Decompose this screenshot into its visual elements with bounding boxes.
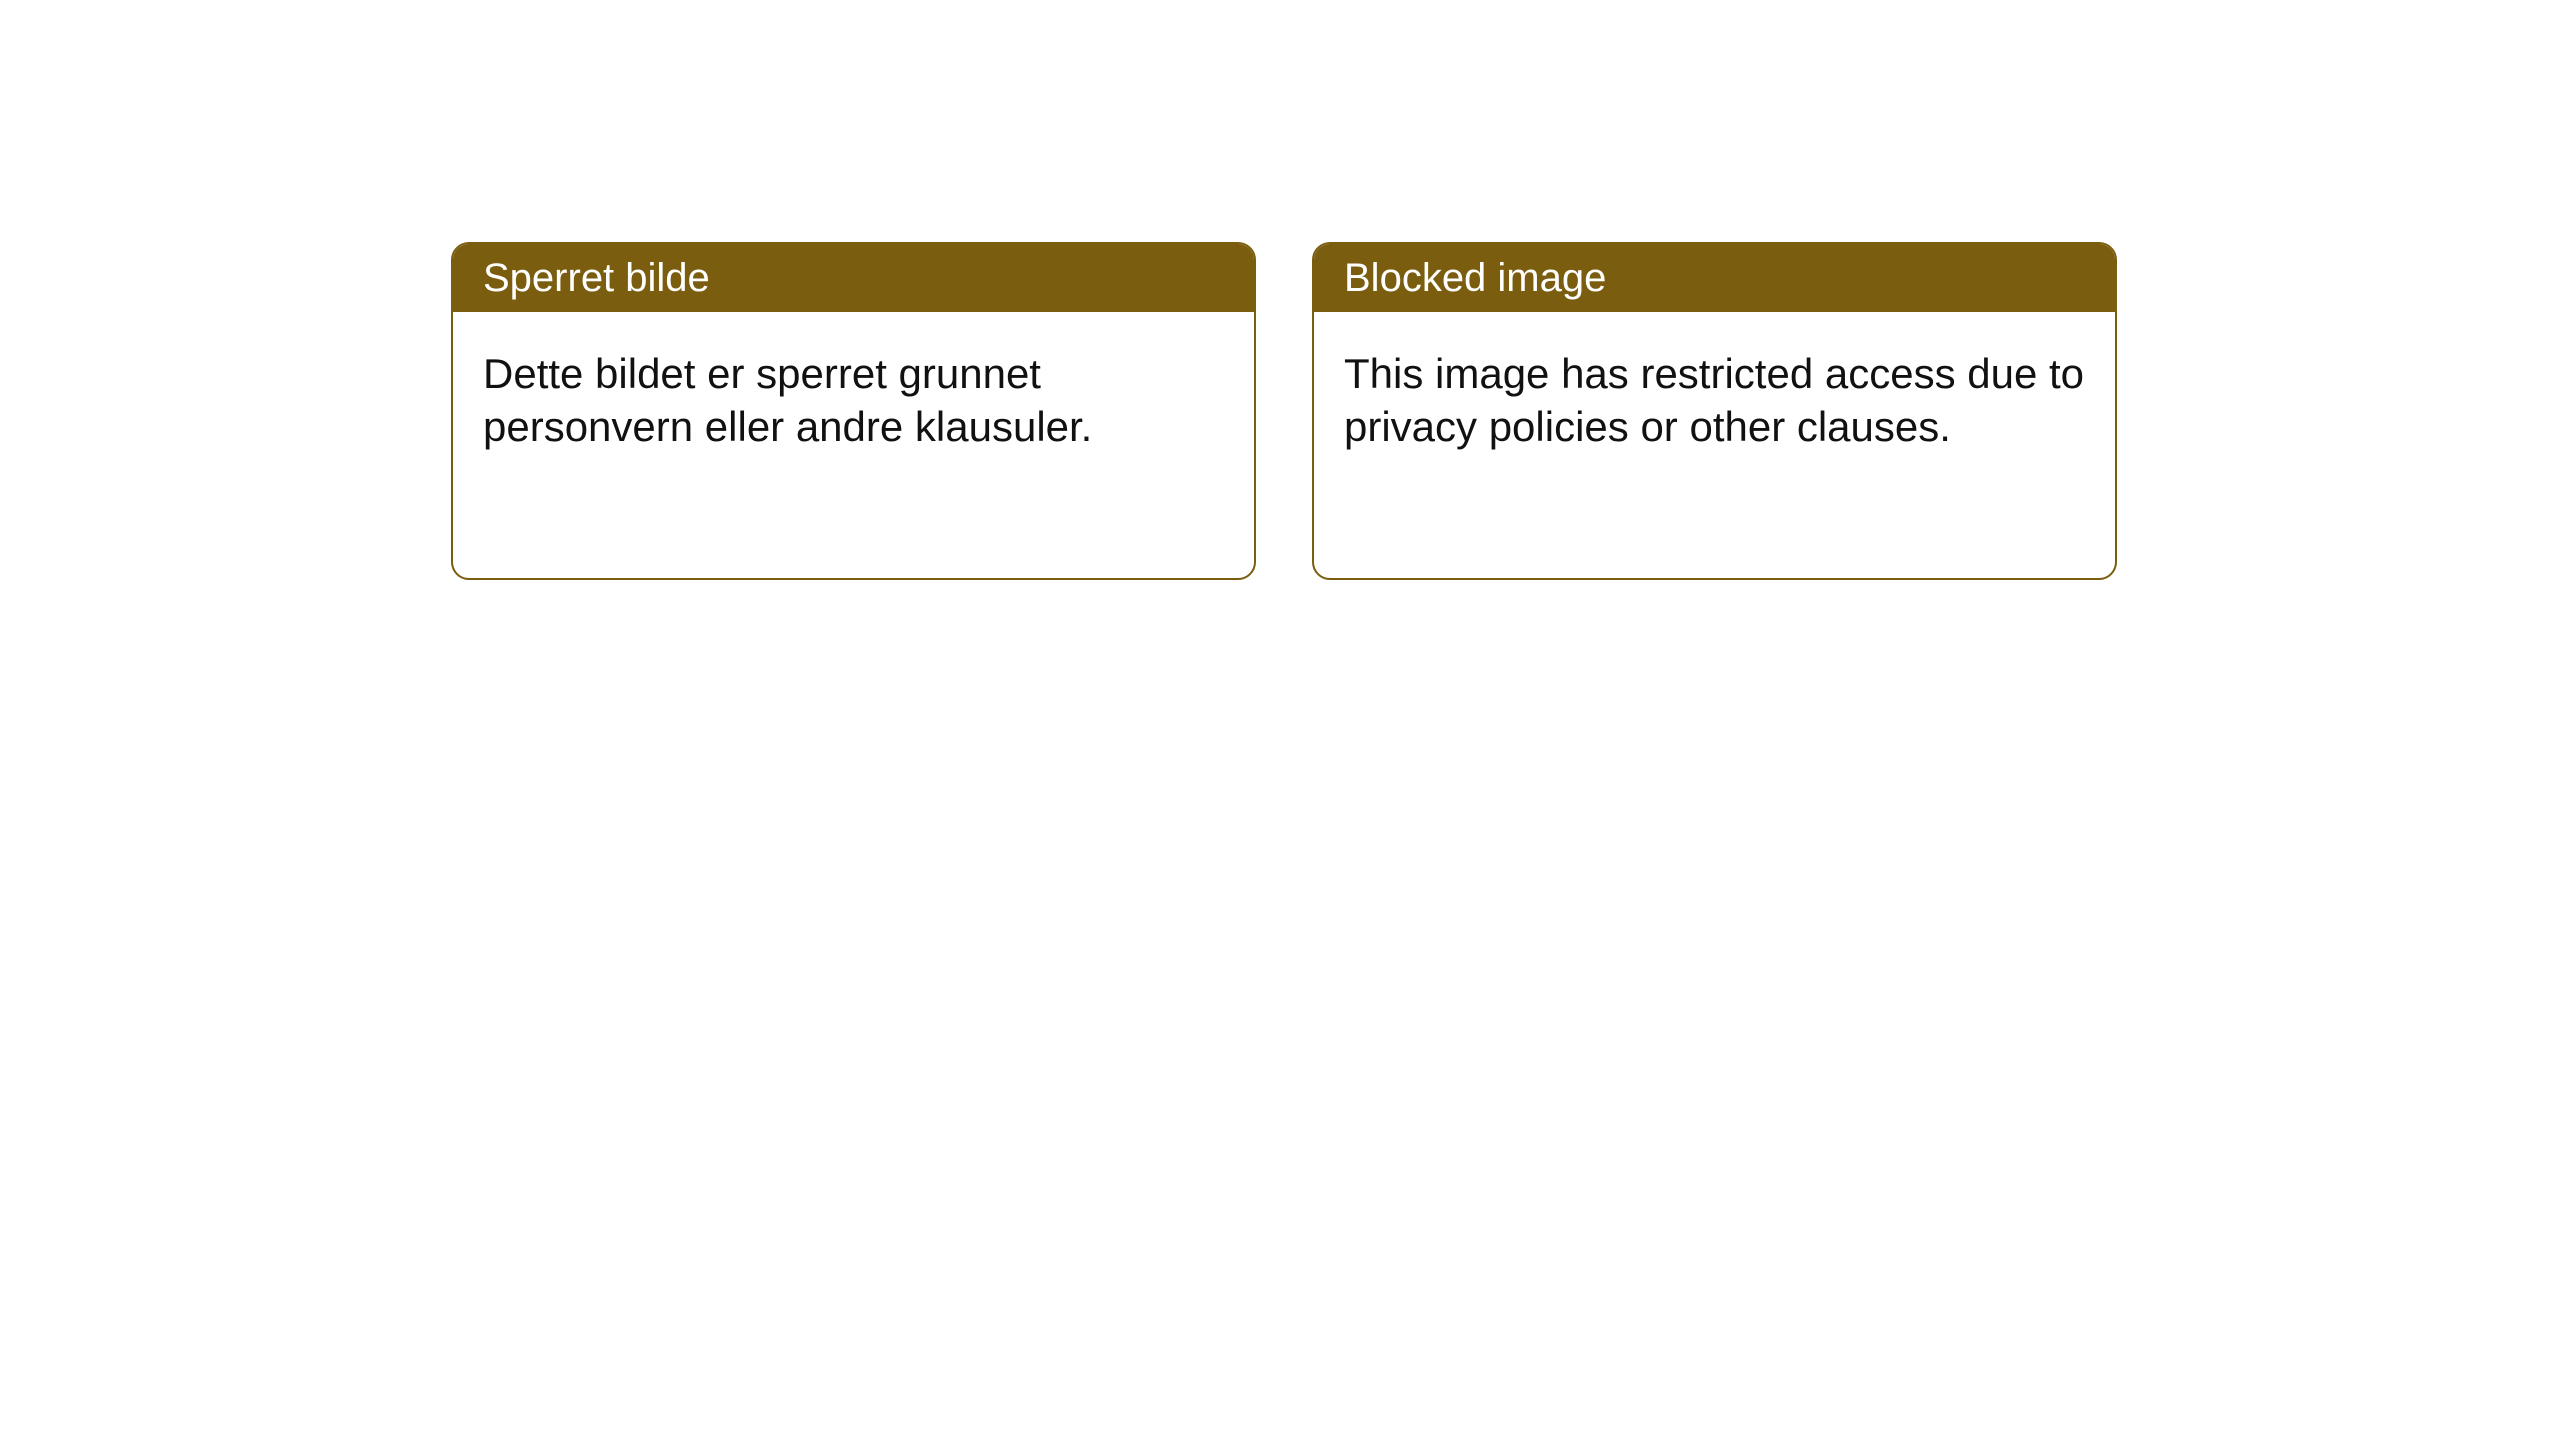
notice-header-en: Blocked image: [1314, 244, 2115, 312]
notice-card-en: Blocked image This image has restricted …: [1312, 242, 2117, 580]
notice-header-no: Sperret bilde: [453, 244, 1254, 312]
notice-row: Sperret bilde Dette bildet er sperret gr…: [451, 242, 2117, 580]
notice-body-no: Dette bildet er sperret grunnet personve…: [453, 312, 1254, 489]
notice-card-no: Sperret bilde Dette bildet er sperret gr…: [451, 242, 1256, 580]
notice-body-en: This image has restricted access due to …: [1314, 312, 2115, 489]
